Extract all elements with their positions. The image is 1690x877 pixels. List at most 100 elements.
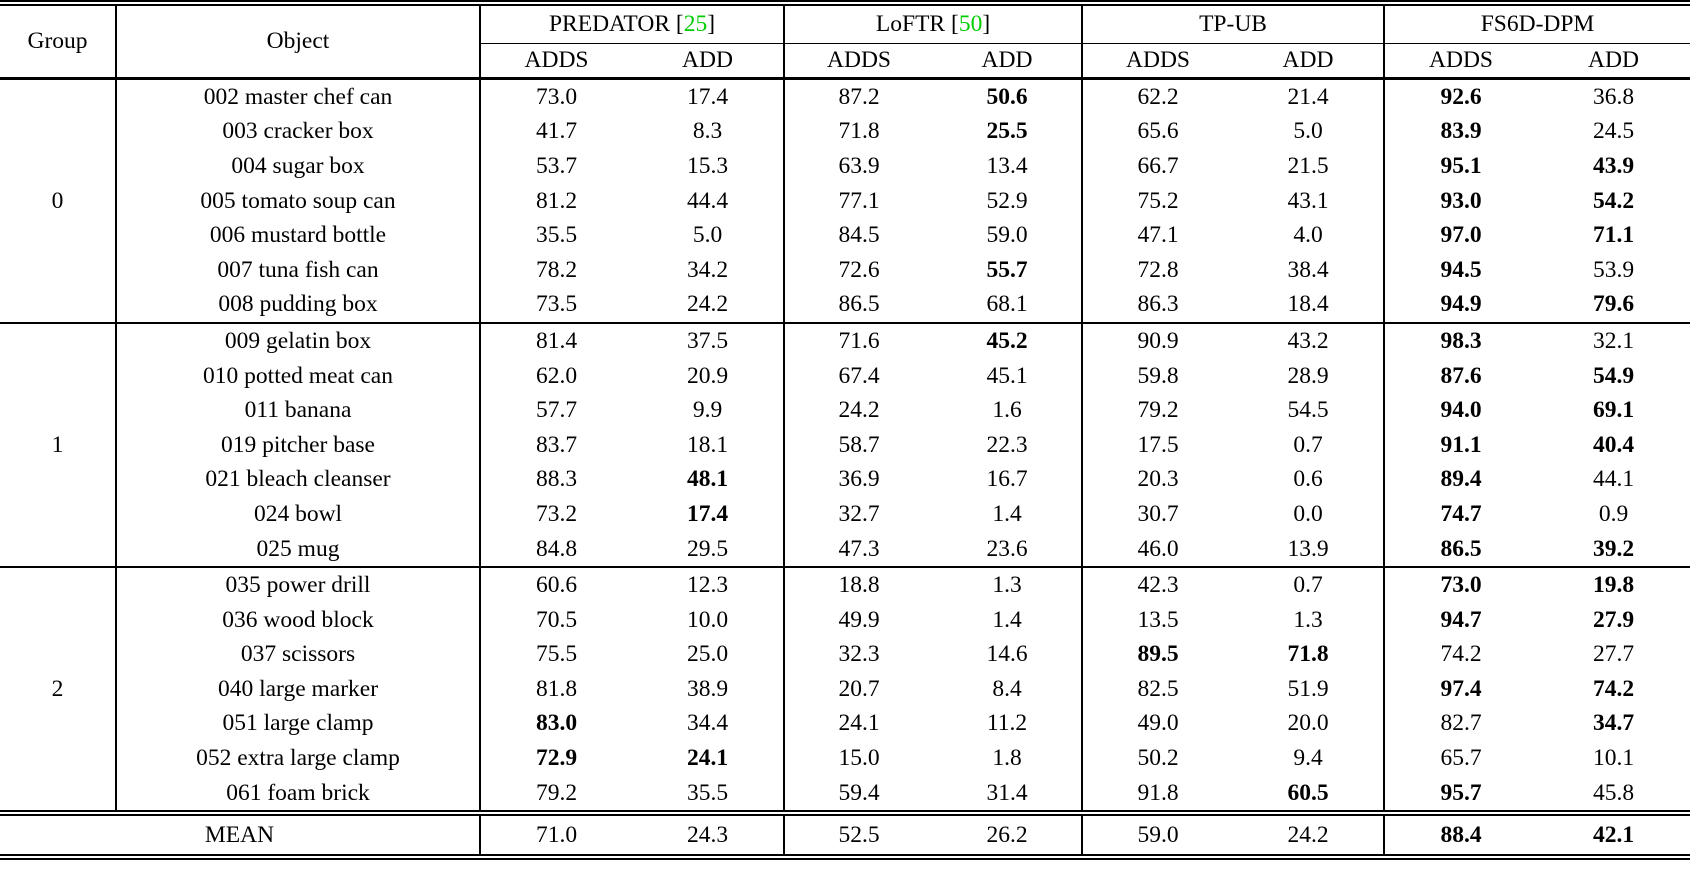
value-cell: 87.6 — [1383, 358, 1538, 394]
mean-value-cell: 26.2 — [933, 810, 1083, 861]
value-cell: 81.2 — [479, 183, 632, 219]
table-row: 005 tomato soup can 81.2 44.4 77.1 52.9 75.2 4… — [0, 183, 1690, 219]
value-cell: 45.1 — [986, 362, 1028, 389]
value-cell: 60.6 — [479, 566, 632, 603]
value-cell: 94.9 — [1383, 287, 1538, 324]
method-name: TP-UB — [1199, 11, 1267, 37]
object-name: 006 mustard bottle — [116, 218, 481, 253]
value-cell: 49.9 — [783, 602, 934, 638]
mean-label: MEAN — [0, 810, 481, 861]
object-name: 007 tuna fish can — [116, 252, 481, 288]
mean-row: MEAN 71.0 24.3 52.5 26.2 59.0 24.2 88.4 42.1 — [0, 810, 1690, 861]
value-cell: 13.9 — [1287, 535, 1329, 562]
table-row: 010 potted meat can 62.0 20.9 67.4 45.1 59.8 2… — [0, 358, 1690, 394]
value-cell: 14.6 — [986, 641, 1028, 668]
table-row: 011 banana 57.7 9.9 24.2 1.6 79.2 54.5 94.0 69.1 — [0, 393, 1690, 428]
header-metric-add-0: ADD — [632, 43, 785, 80]
value-cell: 49.0 — [1081, 706, 1234, 742]
value-cell: 77.1 — [783, 183, 934, 219]
group-label: 2 — [0, 566, 117, 814]
value-cell: 25.0 — [686, 641, 729, 668]
value-cell: 35.5 — [479, 218, 632, 253]
value-cell: 54.5 — [1287, 397, 1329, 424]
value-cell: 21.5 — [1287, 152, 1329, 179]
value-cell: 83.9 — [1383, 114, 1538, 150]
header-metric-add-2: ADD — [1233, 43, 1385, 80]
value-cell: 97.0 — [1383, 218, 1538, 253]
value-cell: 75.5 — [479, 637, 632, 673]
table-row: 024 bowl 73.2 17.4 32.7 1.4 30.7 0.0 74.7 0.9 — [0, 497, 1690, 532]
value-cell: 47.3 — [783, 531, 934, 568]
value-cell: 86.5 — [1383, 531, 1538, 568]
table-row: 0 002 master chef can 73.0 17.4 87.2 50.6 62.2… — [0, 78, 1690, 324]
value-cell: 59.4 — [783, 775, 934, 814]
value-cell: 53.9 — [1592, 256, 1635, 283]
object-name: 051 large clamp — [116, 706, 481, 742]
value-cell: 63.9 — [783, 149, 934, 184]
value-cell: 73.2 — [479, 497, 632, 532]
value-cell: 94.0 — [1383, 393, 1538, 428]
header-group: Group — [0, 0, 117, 80]
value-cell: 71.8 — [783, 114, 934, 150]
value-cell: 38.4 — [1287, 256, 1329, 283]
mean-value-cell: 24.2 — [1233, 810, 1385, 861]
value-cell: 95.7 — [1383, 775, 1538, 814]
value-cell: 55.7 — [986, 256, 1028, 283]
value-cell: 31.4 — [986, 779, 1028, 806]
value-cell: 28.9 — [1287, 362, 1329, 389]
value-cell: 57.7 — [479, 393, 632, 428]
value-cell: 89.4 — [1383, 462, 1538, 498]
object-name: 005 tomato soup can — [116, 183, 481, 219]
value-cell: 54.9 — [1592, 362, 1635, 389]
value-cell: 17.5 — [1081, 427, 1234, 463]
object-name: 010 potted meat can — [116, 358, 481, 394]
table-body: 0 002 master chef can 73.0 17.4 87.2 50.6 62.2… — [0, 78, 1690, 814]
method-name: LoFTR — [875, 11, 946, 37]
object-name: 035 power drill — [116, 566, 481, 603]
value-cell: 9.9 — [692, 397, 723, 424]
value-cell: 20.7 — [783, 672, 934, 707]
table-row: 037 scissors 75.5 25.0 32.3 14.6 89.5 71.8 74.2… — [0, 637, 1690, 673]
value-cell: 34.4 — [686, 710, 729, 737]
object-name: 052 extra large clamp — [116, 741, 481, 776]
value-cell: 16.7 — [986, 466, 1028, 493]
value-cell: 83.7 — [479, 427, 632, 463]
value-cell: 82.7 — [1383, 706, 1538, 742]
citation-number: 25 — [683, 11, 708, 37]
value-cell: 10.0 — [686, 606, 729, 633]
table-footer: MEAN 71.0 24.3 52.5 26.2 59.0 24.2 88.4 42.1 — [0, 810, 1690, 861]
object-name: 011 banana — [116, 393, 481, 428]
value-cell: 5.0 — [692, 222, 723, 249]
object-name: 003 cracker box — [116, 114, 481, 150]
value-cell: 42.3 — [1081, 566, 1234, 603]
value-cell: 21.4 — [1287, 83, 1329, 110]
table-row: 2 035 power drill 60.6 12.3 18.8 1.3 42.3 0.7 73… — [0, 566, 1690, 814]
value-cell: 20.0 — [1287, 710, 1329, 737]
value-cell: 17.4 — [686, 500, 729, 527]
value-cell: 91.1 — [1383, 427, 1538, 463]
value-cell: 8.4 — [992, 675, 1022, 702]
table-row: 004 sugar box 53.7 15.3 63.9 13.4 66.7 21.5 95.… — [0, 149, 1690, 184]
value-cell: 13.5 — [1081, 602, 1234, 638]
value-cell: 62.0 — [479, 358, 632, 394]
value-cell: 75.2 — [1081, 183, 1234, 219]
table-row: 008 pudding box 73.5 24.2 86.5 68.1 86.3 18.4 9… — [0, 287, 1690, 324]
mean-value-cell: 52.5 — [783, 810, 934, 861]
value-cell: 91.8 — [1081, 775, 1234, 814]
table-row: 021 bleach cleanser 88.3 48.1 36.9 16.7 20.3 0… — [0, 462, 1690, 498]
value-cell: 66.7 — [1081, 149, 1234, 184]
method-name: FS6D-DPM — [1480, 11, 1595, 37]
value-cell: 51.9 — [1287, 675, 1329, 702]
value-cell: 50.2 — [1081, 741, 1234, 776]
value-cell: 88.3 — [479, 462, 632, 498]
value-cell: 0.6 — [1293, 466, 1323, 493]
table-row: 025 mug 84.8 29.5 47.3 23.6 46.0 13.9 86.5 39.2 — [0, 531, 1690, 568]
value-cell: 20.9 — [686, 362, 729, 389]
value-cell: 47.1 — [1081, 218, 1234, 253]
value-cell: 24.2 — [686, 291, 729, 318]
header-method-predator: PREDATOR [25] — [478, 0, 785, 44]
value-cell: 72.9 — [479, 741, 632, 776]
value-cell: 23.6 — [986, 535, 1028, 562]
value-cell: 78.2 — [479, 252, 632, 288]
value-cell: 29.5 — [686, 535, 729, 562]
